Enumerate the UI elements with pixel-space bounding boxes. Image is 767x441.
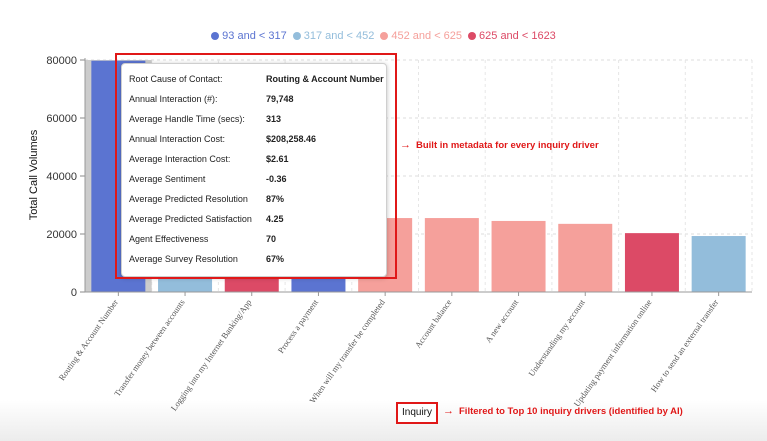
bar[interactable] xyxy=(624,233,679,292)
bar-tooltip: Root Cause of Contact: Routing & Account … xyxy=(121,63,387,277)
tooltip-label: Average Predicted Satisfaction xyxy=(129,214,252,224)
x-tick-label: Routing & Account Number xyxy=(56,297,120,382)
tooltip-row: Average Handle Time (secs): 313 xyxy=(129,109,386,129)
y-tick-label: 60000 xyxy=(46,113,77,125)
y-tick-label: 0 xyxy=(71,287,77,299)
tooltip-row: Average Interaction Cost: $2.61 xyxy=(129,149,386,169)
x-tick-label: A new account xyxy=(483,297,521,345)
metadata-arrow: → xyxy=(400,139,411,151)
tooltip-label: Agent Effectiveness xyxy=(129,234,209,244)
tooltip-value: -0.36 xyxy=(266,174,287,184)
tooltip-label: Average Sentiment xyxy=(129,174,206,184)
tooltip-label: Annual Interaction Cost: xyxy=(129,134,226,144)
legend-item[interactable]: 625 and < 1623 xyxy=(468,30,556,42)
tooltip-value: 70 xyxy=(266,234,277,244)
tooltip-row: Average Survey Resolution 67% xyxy=(129,249,386,269)
tooltip-row: Average Sentiment -0.36 xyxy=(129,169,386,189)
tooltip-label: Average Interaction Cost: xyxy=(129,154,231,164)
legend: 93 and < 317 317 and < 452 452 and < 625 62… xyxy=(0,30,767,42)
x-tick-label: Process a payment xyxy=(276,297,321,355)
tooltip-label: Average Survey Resolution xyxy=(129,254,238,264)
tooltip-row: Average Predicted Satisfaction 4.25 xyxy=(129,209,386,229)
legend-label: 93 and < 317 xyxy=(222,30,287,42)
x-axis-title: Inquiry xyxy=(396,402,438,424)
bar[interactable] xyxy=(558,223,613,292)
metadata-annotation: Built in metadata for every inquiry driv… xyxy=(416,140,599,151)
bar[interactable] xyxy=(691,236,746,292)
tooltip-row: Root Cause of Contact: Routing & Account … xyxy=(129,69,386,89)
x-tick-label: When will my transfer be completed xyxy=(307,297,387,405)
x-tick-label: Logging into my Internet Banking/App xyxy=(169,297,254,412)
tooltip-value: Routing & Account Number xyxy=(266,74,384,84)
tooltip-label: Root Cause of Contact: xyxy=(129,74,223,84)
legend-label: 625 and < 1623 xyxy=(479,30,556,42)
filter-arrow: → xyxy=(443,405,454,417)
y-tick-label: 20000 xyxy=(46,229,77,241)
tooltip-row: Annual Interaction Cost: $208,258.46 xyxy=(129,129,386,149)
legend-label: 452 and < 625 xyxy=(391,30,463,42)
x-tick-label: Transfer money between accounts xyxy=(112,297,187,398)
tooltip-value: 67% xyxy=(266,254,285,264)
legend-label: 317 and < 452 xyxy=(303,30,375,42)
tooltip-value: 87% xyxy=(266,194,285,204)
y-axis-title: Total Call Volumes xyxy=(28,129,40,220)
x-tick-label: How to send an external transfer xyxy=(649,297,721,394)
y-tick-label: 80000 xyxy=(46,55,77,67)
legend-dot-icon xyxy=(468,32,477,40)
tooltip-label: Average Predicted Resolution xyxy=(129,194,248,204)
tooltip-value: 79,748 xyxy=(266,94,294,104)
tooltip-row: Agent Effectiveness 70 xyxy=(129,229,386,249)
tooltip-value: $208,258.46 xyxy=(266,134,317,144)
x-tick-label: Updating payment information online xyxy=(572,297,654,408)
legend-dot-icon xyxy=(292,32,301,40)
tooltip-value: 313 xyxy=(266,114,282,124)
tooltip-value: 4.25 xyxy=(266,214,284,224)
y-tick-label: 40000 xyxy=(46,171,77,183)
tooltip-value: $2.61 xyxy=(266,154,289,164)
tooltip-row: Annual Interaction (#): 79,748 xyxy=(129,89,386,109)
tooltip-row: Average Predicted Resolution 87% xyxy=(129,189,386,209)
legend-item[interactable]: 93 and < 317 xyxy=(211,30,287,42)
bar[interactable] xyxy=(424,218,479,292)
tooltip-highlight-box xyxy=(115,53,397,279)
legend-item[interactable]: 452 and < 625 xyxy=(380,30,462,42)
bar[interactable] xyxy=(491,220,546,292)
x-tick-label: Understanding my account xyxy=(526,297,587,378)
legend-item[interactable]: 317 and < 452 xyxy=(292,30,375,42)
x-tick-label: Account balance xyxy=(413,297,454,350)
legend-dot-icon xyxy=(380,32,389,40)
tooltip-label: Annual Interaction (#): xyxy=(129,94,218,104)
tooltip-label: Average Handle Time (secs): xyxy=(129,114,245,124)
legend-dot-icon xyxy=(211,32,220,40)
filter-annotation: Filtered to Top 10 inquiry drivers (iden… xyxy=(459,406,683,417)
bottom-band xyxy=(0,400,767,441)
